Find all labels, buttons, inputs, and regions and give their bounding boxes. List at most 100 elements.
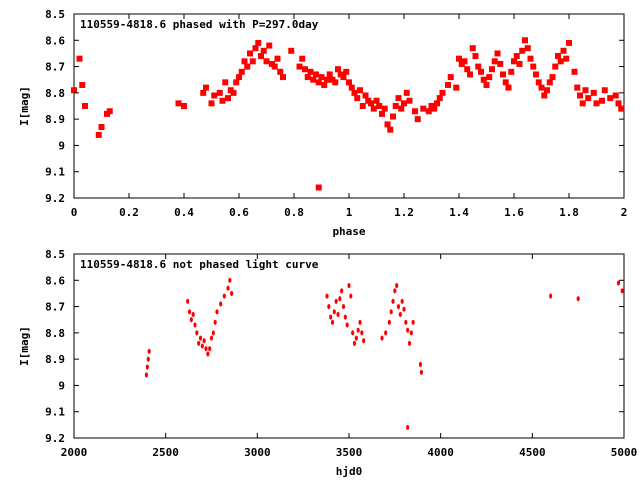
phased-data-point [299, 55, 306, 62]
unphased-data-point [395, 282, 399, 289]
phased-data-point [500, 71, 506, 78]
phased-data-point [106, 108, 113, 115]
phased-data-point [486, 74, 493, 81]
phased-data-point [491, 58, 498, 65]
phased-data-point [599, 97, 605, 104]
unphased-data-point [358, 319, 362, 325]
unphased-data-point [325, 293, 329, 299]
unphased-data-point [354, 335, 358, 341]
phased-x-tick-label: 1 [346, 206, 353, 219]
unphased-y-tick-label: 9.2 [45, 432, 65, 445]
unphased-data-point [193, 322, 197, 328]
phased-data-point [505, 84, 512, 91]
unphased-x-ticks: 2000 2500 3000 3500 4000 4500 5000 [61, 254, 637, 459]
unphased-data-point [345, 322, 349, 328]
phased-data-point [181, 103, 187, 109]
phased-data-point [401, 100, 407, 107]
phased-data-point [541, 92, 548, 99]
unphased-data-point [332, 309, 336, 315]
phased-data-point [472, 53, 479, 60]
phased-data-point [373, 97, 380, 104]
phased-data-point [615, 100, 622, 107]
phased-data-point [304, 74, 311, 81]
phased-data-point [494, 50, 501, 57]
phased-data-point [601, 87, 608, 94]
phased-data-point [76, 55, 83, 62]
phased-data-point [544, 87, 550, 94]
unphased-chart-title: 110559-4818.6 not phased light curve [80, 258, 319, 271]
phased-data-point [359, 103, 366, 109]
unphased-x-tick-label: 3000 [244, 446, 271, 459]
phased-data-point [461, 58, 468, 65]
phased-chart: 0 0.2 0.4 0.6 0.8 1 1.2 1.4 1.6 1.8 2 8.5 8.6 8.7 8.8… [18, 8, 627, 238]
phased-data-point [241, 58, 248, 65]
phased-data-point [511, 58, 517, 65]
phased-data-point [478, 68, 484, 75]
phased-chart-title: 110559-4818.6 phased with P=297.0day [80, 18, 319, 31]
phased-data-point [343, 68, 350, 75]
phased-data-point [255, 39, 262, 46]
phased-data-point [263, 58, 270, 65]
phased-data-point [579, 100, 586, 107]
phased-data-point [368, 100, 374, 107]
unphased-data-point [356, 327, 360, 333]
unphased-data-point [336, 311, 340, 318]
unphased-data-point [340, 288, 344, 294]
unphased-data-point [208, 346, 212, 352]
phased-data-point [549, 74, 556, 81]
phased-data-point [247, 50, 253, 57]
phased-x-tick-label: 1.4 [449, 206, 469, 219]
phased-data-point [249, 58, 256, 65]
phased-x-tick-label: 0.6 [229, 206, 249, 219]
phased-data-point [346, 79, 352, 86]
phased-data-point [524, 45, 531, 52]
unphased-data-point [396, 304, 401, 310]
phased-data-point [79, 81, 86, 88]
unphased-data-point [187, 309, 192, 315]
unphased-data-point [620, 288, 624, 294]
phased-y-tick-label: 9 [58, 139, 65, 152]
phased-data-point [280, 74, 286, 81]
phased-data-point [585, 95, 592, 102]
phased-data-point [593, 100, 600, 107]
phased-data-point [467, 71, 473, 78]
phased-data-point [590, 89, 597, 96]
unphased-y-tick-label: 9 [58, 379, 65, 392]
phased-x-ticks: 0 0.2 0.4 0.6 0.8 1 1.2 1.4 1.6 1.8 2 [71, 14, 627, 219]
unphased-y-tick-label: 8.5 [45, 248, 65, 261]
phased-data-point [533, 71, 539, 78]
phased-data-point [574, 84, 581, 91]
phased-data-point [277, 68, 284, 75]
phased-data-point [230, 89, 237, 96]
phased-data-point [307, 68, 314, 75]
unphased-x-tick-label: 3500 [336, 446, 363, 459]
unphased-data-point [198, 335, 203, 341]
unphased-data-point [206, 351, 210, 357]
unphased-data-point [341, 304, 346, 310]
phased-data-point [420, 105, 427, 112]
phased-data-point [354, 95, 361, 102]
unphased-data-point [230, 290, 234, 296]
phased-y-axis-label: I[mag] [18, 86, 31, 126]
phased-data-point [252, 45, 259, 52]
phased-data-point [233, 79, 240, 86]
phased-data-point [618, 105, 625, 112]
phased-data-point [431, 105, 438, 112]
phased-data-point [288, 47, 295, 54]
unphased-data-point [389, 309, 393, 315]
phased-data-point [555, 53, 561, 60]
phased-data-point [469, 45, 476, 52]
phased-data-point [516, 60, 523, 67]
unphased-data-point [351, 330, 355, 336]
phased-data-point [557, 58, 564, 65]
unphased-data-point [400, 298, 404, 304]
phased-data-point [436, 95, 443, 102]
unphased-y-axis-label: I[mag] [18, 326, 31, 366]
unphased-y-tick-label: 8.6 [45, 274, 65, 287]
phased-data-point [447, 74, 454, 81]
phased-data-point [219, 97, 226, 104]
phased-data-point [538, 84, 545, 91]
phased-y-tick-label: 9.2 [45, 192, 65, 205]
unphased-data-point [146, 356, 150, 362]
phased-data-point [313, 71, 319, 78]
